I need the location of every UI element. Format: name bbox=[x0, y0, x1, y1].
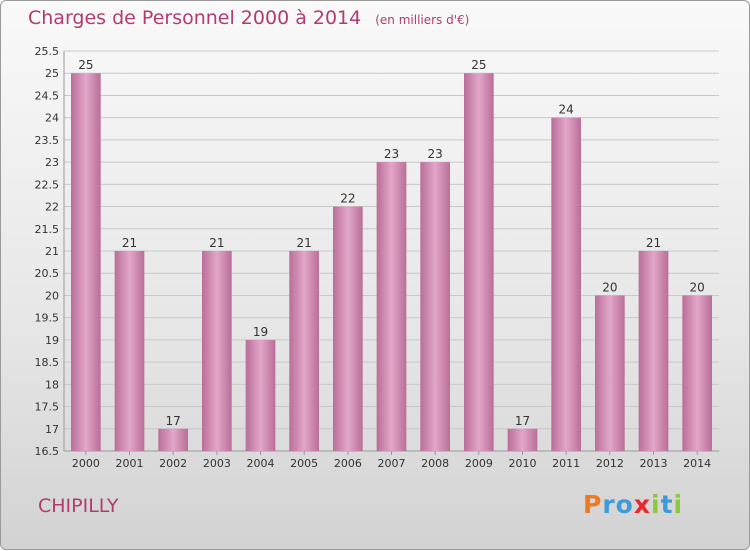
data-label: 17 bbox=[515, 414, 530, 428]
y-tick-label: 23 bbox=[45, 156, 59, 169]
bar bbox=[201, 251, 232, 451]
title-text: Charges de Personnel 2000 à 2014 bbox=[28, 7, 362, 29]
bar bbox=[420, 162, 451, 451]
y-tick-label: 21 bbox=[45, 245, 59, 258]
data-labels: 25 21 17 21 19 21 22 23 23 25 17 24 20 21 20 bbox=[78, 58, 705, 428]
proxiti-logo: Proxiti bbox=[583, 490, 683, 519]
y-tick-label: 17.5 bbox=[35, 401, 60, 414]
logo-letter: P bbox=[583, 490, 603, 519]
x-tick-label: 2001 bbox=[116, 457, 144, 470]
data-label: 21 bbox=[209, 236, 224, 250]
y-tick-label: 18 bbox=[45, 378, 59, 391]
data-label: 22 bbox=[340, 192, 355, 206]
bar bbox=[551, 117, 582, 452]
logo-letter: x bbox=[633, 490, 651, 519]
x-tick-label: 2006 bbox=[334, 457, 362, 470]
bar bbox=[376, 162, 407, 451]
bar bbox=[507, 428, 538, 451]
y-tick-label: 25 bbox=[45, 67, 59, 80]
x-tick-label: 2011 bbox=[552, 457, 580, 470]
data-label: 25 bbox=[78, 58, 93, 72]
data-label: 17 bbox=[166, 414, 181, 428]
x-tick-label: 2000 bbox=[72, 457, 100, 470]
y-tick-label: 17 bbox=[45, 423, 59, 436]
bar bbox=[70, 73, 101, 451]
bar bbox=[638, 251, 669, 451]
x-tick-label: 2014 bbox=[683, 457, 711, 470]
y-tick-label: 25.5 bbox=[35, 45, 60, 58]
x-tick-label: 2010 bbox=[509, 457, 537, 470]
logo-letter: i bbox=[651, 490, 661, 519]
bar bbox=[594, 295, 625, 451]
x-tick-label: 2012 bbox=[596, 457, 624, 470]
data-label: 19 bbox=[253, 325, 268, 339]
bar bbox=[682, 295, 713, 451]
y-tick-label: 24.5 bbox=[35, 89, 60, 102]
logo-letter: i bbox=[673, 490, 684, 519]
y-tick-label: 19.5 bbox=[35, 312, 60, 325]
logo-letter: r bbox=[602, 490, 616, 519]
y-axis: 16.5 17 17.5 18 18.5 19 19.5 20 20.5 21 21.5 22 22.5… bbox=[35, 45, 719, 458]
y-tick-label: 20.5 bbox=[35, 267, 60, 280]
data-label: 24 bbox=[559, 103, 574, 117]
data-label: 21 bbox=[122, 236, 137, 250]
bar bbox=[245, 339, 276, 451]
y-tick-label: 23.5 bbox=[35, 134, 60, 147]
y-tick-label: 19 bbox=[45, 334, 59, 347]
bars bbox=[70, 73, 713, 452]
logo-letter: o bbox=[615, 490, 634, 519]
y-tick-label: 16.5 bbox=[35, 445, 60, 458]
data-label: 21 bbox=[297, 236, 312, 250]
y-tick-label: 20 bbox=[45, 289, 59, 302]
x-tick-label: 2004 bbox=[247, 457, 275, 470]
bar bbox=[114, 251, 145, 451]
data-label: 20 bbox=[690, 280, 705, 294]
x-tick-label: 2005 bbox=[290, 457, 318, 470]
x-tick-label: 2002 bbox=[159, 457, 187, 470]
x-axis: 2000 2001 2002 2003 2004 2005 2006 2007 2008 2009… bbox=[72, 451, 711, 470]
x-tick-label: 2003 bbox=[203, 457, 231, 470]
bar bbox=[158, 428, 189, 451]
x-tick-label: 2009 bbox=[465, 457, 493, 470]
y-tick-label: 18.5 bbox=[35, 356, 60, 369]
x-tick-label: 2007 bbox=[378, 457, 406, 470]
y-tick-label: 24 bbox=[45, 112, 59, 125]
data-label: 23 bbox=[428, 147, 443, 161]
data-label: 23 bbox=[384, 147, 399, 161]
data-label: 25 bbox=[471, 58, 486, 72]
bar bbox=[289, 251, 320, 451]
bar bbox=[332, 206, 363, 451]
bar bbox=[463, 73, 494, 451]
chart-title: Charges de Personnel 2000 à 2014 (en mill… bbox=[28, 7, 469, 29]
y-tick-label: 21.5 bbox=[35, 223, 60, 236]
logo-letter: t bbox=[660, 490, 674, 519]
x-tick-label: 2013 bbox=[640, 457, 668, 470]
x-tick-label: 2008 bbox=[421, 457, 449, 470]
commune-name: CHIPILLY bbox=[38, 495, 119, 517]
data-label: 21 bbox=[646, 236, 661, 250]
chart-subtitle: (en milliers d'€) bbox=[375, 13, 470, 27]
y-tick-label: 22 bbox=[45, 201, 59, 214]
data-label: 20 bbox=[602, 280, 617, 294]
y-tick-label: 22.5 bbox=[35, 178, 60, 191]
